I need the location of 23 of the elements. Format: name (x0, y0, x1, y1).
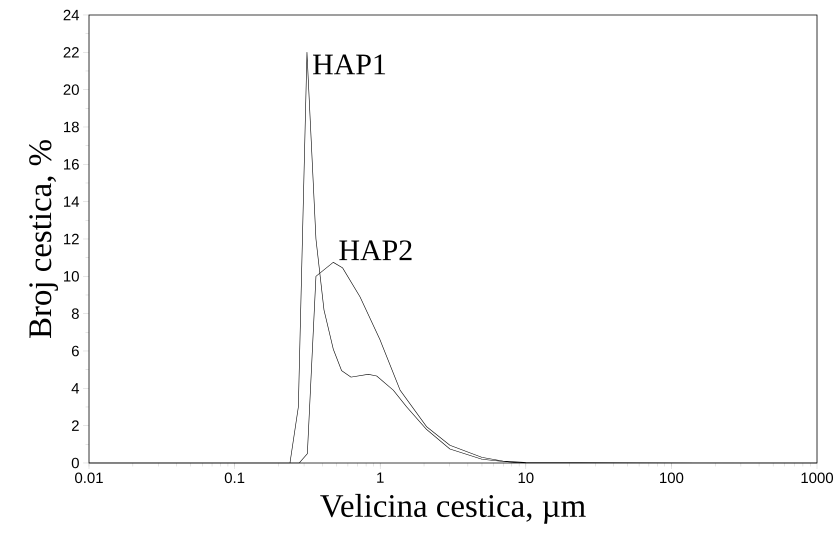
series-label: HAP2 (339, 240, 412, 260)
series-label: HAP1 (313, 54, 386, 74)
x-tick-label: 1 (377, 472, 384, 483)
x-tick-label: 10 (518, 472, 534, 484)
y-tick-label: 20 (64, 84, 79, 95)
y-tick-label: 16 (64, 159, 79, 170)
x-axis-title: Velicina cestica, µm (320, 494, 586, 524)
y-tick-label: 22 (64, 47, 79, 58)
y-tick-label: 14 (64, 196, 80, 207)
y-axis-title: Broj cestica, % (29, 140, 58, 338)
y-tick-label: 12 (64, 234, 79, 244)
x-tick-label: 0.01 (75, 472, 103, 484)
y-tick-label: 18 (64, 122, 79, 132)
y-tick-label: 2 (72, 420, 79, 431)
x-tick-label: 1000 (802, 472, 834, 484)
y-tick-label: 4 (72, 383, 80, 394)
y-tick-label: 6 (72, 346, 79, 356)
y-tick-label: 8 (72, 308, 79, 319)
y-tick-label: 0 (72, 458, 79, 468)
y-tick-label: 10 (64, 271, 79, 282)
x-tick-label: 0.1 (224, 472, 244, 484)
y-tick-label: 24 (64, 10, 80, 20)
x-tick-label: 100 (660, 472, 684, 484)
